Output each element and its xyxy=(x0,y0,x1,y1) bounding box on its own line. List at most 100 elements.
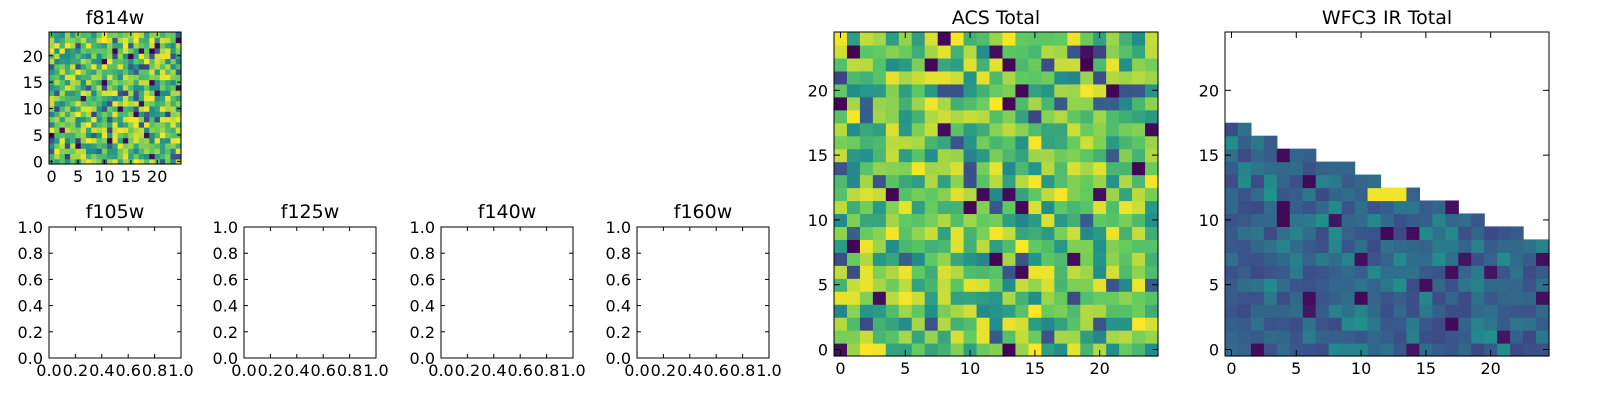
heatmap-cell xyxy=(1432,213,1446,227)
heatmap-cell xyxy=(54,153,61,160)
heatmap-cell xyxy=(976,252,991,266)
heatmap-cell xyxy=(133,42,140,49)
heatmap-cell xyxy=(128,100,135,107)
heatmap-cell xyxy=(1002,148,1017,163)
heatmap-cell xyxy=(128,79,135,86)
heatmap-cell xyxy=(1132,252,1146,266)
heatmap-cell xyxy=(159,32,166,38)
heatmap-cell xyxy=(117,68,124,75)
heatmap-cell xyxy=(859,317,874,331)
heatmap-cell xyxy=(101,137,108,144)
heatmap-cell xyxy=(101,37,108,44)
heatmap-cell xyxy=(924,148,939,163)
x-tick-label: 15 xyxy=(121,167,141,186)
heatmap-cell xyxy=(170,127,177,133)
heatmap-cell xyxy=(937,187,952,202)
heatmap-cell xyxy=(138,74,145,81)
heatmap-cell xyxy=(112,148,119,155)
heatmap-cell xyxy=(898,343,913,357)
heatmap-cell xyxy=(1080,109,1094,124)
heatmap-cell xyxy=(1028,265,1042,279)
heatmap-cell xyxy=(91,137,98,144)
heatmap-cell xyxy=(1328,291,1343,305)
heatmap-cell xyxy=(1263,239,1278,253)
heatmap-cell xyxy=(128,42,135,49)
heatmap-cell xyxy=(75,63,82,70)
heatmap-cell xyxy=(911,343,926,357)
heatmap-cell xyxy=(85,116,92,123)
heatmap-cell xyxy=(1093,122,1107,137)
heatmap-cell xyxy=(1093,226,1107,240)
heatmap-cell xyxy=(1302,226,1317,240)
heatmap-cell xyxy=(1106,109,1120,124)
heatmap-cell xyxy=(1002,161,1017,176)
heatmap-cell xyxy=(133,137,140,144)
heatmap-cell xyxy=(59,132,66,139)
heatmap-cell xyxy=(96,63,103,70)
heatmap-cell xyxy=(170,116,177,123)
heatmap-cell xyxy=(133,68,140,75)
heatmap-cell xyxy=(133,32,140,38)
heatmap-cell xyxy=(91,100,98,107)
heatmap-cell xyxy=(112,132,119,139)
heatmap-cell xyxy=(1093,265,1107,279)
heatmap-cell xyxy=(1002,304,1017,318)
heatmap-cell xyxy=(1432,304,1446,318)
heatmap-cell xyxy=(159,58,166,65)
heatmap-cell xyxy=(80,127,87,133)
heatmap-cell xyxy=(1419,278,1433,292)
heatmap-cell xyxy=(101,42,108,49)
heatmap-cell xyxy=(1225,304,1239,318)
heatmap-cell xyxy=(1263,174,1278,189)
heatmap-cell xyxy=(1406,239,1420,253)
heatmap-cell xyxy=(1054,252,1068,266)
heatmap-cell xyxy=(64,68,71,75)
heatmap-cell xyxy=(91,105,98,112)
heatmap-cell xyxy=(154,79,161,86)
heatmap-cell xyxy=(133,132,140,139)
heatmap-cell xyxy=(976,239,991,253)
heatmap-cell xyxy=(64,90,71,96)
heatmap-cell xyxy=(846,226,861,240)
heatmap-cell xyxy=(1263,343,1278,357)
heatmap-cell xyxy=(64,42,71,49)
x-tick-label: 10 xyxy=(1351,359,1371,378)
heatmap-cell xyxy=(846,109,861,124)
heatmap-cell xyxy=(59,58,66,65)
heatmap-cell xyxy=(159,153,166,160)
heatmap-cell xyxy=(85,37,92,44)
heatmap-cell xyxy=(112,74,119,81)
heatmap-cell xyxy=(1354,226,1369,240)
heatmap-cell xyxy=(1328,252,1343,266)
heatmap-cell xyxy=(159,53,166,59)
heatmap-cell xyxy=(112,53,119,59)
heatmap-cell xyxy=(175,148,182,155)
heatmap-cell xyxy=(154,53,161,59)
heatmap-cell xyxy=(872,148,887,163)
y-tick-label: 0 xyxy=(818,341,828,360)
heatmap-cell xyxy=(1054,174,1068,189)
heatmap-cell xyxy=(976,265,991,279)
heatmap-cell xyxy=(1250,317,1265,331)
heatmap-cell xyxy=(149,74,156,81)
heatmap-cell xyxy=(937,291,952,305)
heatmap-cell xyxy=(1041,330,1055,344)
heatmap-cell xyxy=(1250,200,1265,215)
heatmap-cell xyxy=(1093,239,1107,253)
heatmap-cell xyxy=(1445,252,1459,266)
heatmap-cell xyxy=(885,96,900,111)
heatmap-cell xyxy=(937,317,952,331)
x-tick-label: 5 xyxy=(73,167,83,186)
heatmap-cell xyxy=(859,57,874,72)
heatmap-cell xyxy=(112,111,119,118)
heatmap-cell xyxy=(1393,265,1408,279)
heatmap-cell xyxy=(96,111,103,118)
heatmap-cell xyxy=(117,37,124,44)
heatmap-cell xyxy=(107,79,113,86)
y-tick-label: 1.0 xyxy=(213,218,238,237)
heatmap-cell xyxy=(846,187,861,202)
heatmap-cell xyxy=(122,58,129,65)
heatmap-cell xyxy=(1289,252,1304,266)
heatmap-cell xyxy=(1041,161,1055,176)
heatmap-cell xyxy=(159,127,166,133)
